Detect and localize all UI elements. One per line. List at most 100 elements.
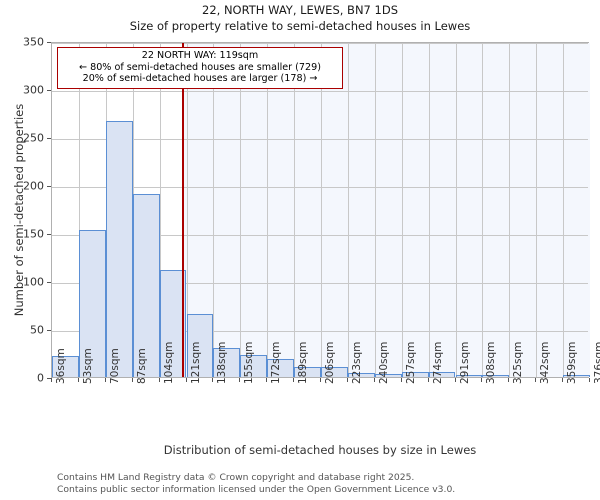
y-axis-tick-mark <box>47 330 51 331</box>
x-axis-tick-label: 172sqm <box>270 341 283 384</box>
x-axis-tick-label: 342sqm <box>539 341 552 384</box>
gridline-v <box>374 43 376 377</box>
x-axis-tick-mark <box>373 378 375 382</box>
gridline-v <box>267 43 269 377</box>
y-axis-tick-label: 200 <box>23 179 44 193</box>
footer-line-2: Contains public sector information licen… <box>57 483 456 495</box>
footer-line-1: Contains HM Land Registry data © Crown c… <box>57 472 415 483</box>
y-axis-tick-mark <box>47 42 51 43</box>
y-axis-tick-label: 150 <box>23 227 44 241</box>
x-axis-tick-label: 274sqm <box>431 341 444 384</box>
histogram-bar <box>186 313 214 377</box>
y-axis-tick-label: 50 <box>30 323 44 337</box>
property-size-marker-line <box>182 43 185 377</box>
larger-region-shading <box>183 43 590 377</box>
x-axis-tick-label: 138sqm <box>216 341 229 384</box>
histogram-bar <box>213 348 241 377</box>
gridline-v <box>536 43 538 377</box>
gridline-v <box>509 43 511 377</box>
x-axis-tick-mark <box>427 378 429 382</box>
y-axis-tick-label: 250 <box>23 131 44 145</box>
gridline-v <box>401 43 403 377</box>
gridline-v <box>213 43 215 377</box>
annotation-line-2: ← 80% of semi-detached houses are smalle… <box>79 61 321 73</box>
x-axis-tick-mark <box>293 378 295 382</box>
y-axis-tick-mark <box>47 234 51 235</box>
histogram-bar <box>428 372 456 377</box>
x-axis-tick-label: 240sqm <box>377 341 390 384</box>
x-axis-tick-label: 189sqm <box>297 341 310 384</box>
histogram-bar <box>563 375 590 377</box>
y-axis-tick-label: 300 <box>23 83 44 97</box>
histogram-bar <box>159 270 187 377</box>
x-axis-tick-label: 291sqm <box>458 341 471 384</box>
histogram-bar <box>347 373 375 377</box>
x-axis-tick-mark <box>562 378 564 382</box>
x-axis-tick-mark <box>346 378 348 382</box>
x-axis-tick-mark <box>508 378 510 382</box>
histogram-bar <box>374 374 402 377</box>
gridline-h <box>52 331 588 332</box>
y-axis-tick-label: 100 <box>23 275 44 289</box>
y-axis-tick-mark <box>47 90 51 91</box>
plot-area <box>51 42 590 378</box>
gridline-v <box>321 43 322 377</box>
x-axis-tick-label: 257sqm <box>404 341 417 384</box>
x-axis-tick-mark <box>212 378 214 382</box>
gridline-h <box>52 283 588 284</box>
x-axis-tick-mark <box>320 378 321 382</box>
y-axis-tick-mark <box>47 378 51 379</box>
y-axis-tick-label: 0 <box>37 371 44 385</box>
x-axis-tick-mark <box>454 378 456 382</box>
gridline-v <box>563 43 565 377</box>
x-axis-tick-label: 53sqm <box>81 348 94 384</box>
x-axis-tick-mark <box>77 378 79 382</box>
gridline-h <box>52 235 588 236</box>
x-axis-tick-mark <box>481 378 483 382</box>
x-axis-tick-label: 121sqm <box>189 341 202 384</box>
property-annotation-box: 22 NORTH WAY: 119sqm ← 80% of semi-detac… <box>57 47 343 90</box>
x-axis-tick-mark <box>400 378 402 382</box>
histogram-bar <box>105 120 133 377</box>
gridline-v <box>455 43 457 377</box>
gridline-v <box>240 43 242 377</box>
x-axis-label: Distribution of semi-detached houses by … <box>163 443 477 457</box>
x-axis-tick-label: 70sqm <box>108 348 121 384</box>
x-axis-tick-mark <box>131 378 133 382</box>
gridline-v <box>482 43 484 377</box>
x-axis-tick-label: 308sqm <box>485 341 498 384</box>
histogram-bar <box>267 358 295 377</box>
x-axis-tick-mark <box>51 378 52 382</box>
x-axis-tick-label: 359sqm <box>566 341 579 384</box>
histogram-bar <box>240 354 268 377</box>
x-axis-tick-mark <box>158 378 160 382</box>
histogram-bar <box>52 355 79 377</box>
page-title: 22, NORTH WAY, LEWES, BN7 1DS <box>202 3 398 17</box>
chart-subtitle: Size of property relative to semi-detach… <box>129 19 471 33</box>
x-axis-tick-mark <box>239 378 241 382</box>
gridline-h <box>52 187 588 188</box>
x-axis-tick-mark <box>185 378 187 382</box>
histogram-bar <box>401 372 429 377</box>
x-axis-tick-label: 87sqm <box>135 348 148 384</box>
histogram-bar <box>321 367 348 377</box>
x-axis-tick-mark <box>589 378 590 382</box>
y-axis-tick-mark <box>47 186 51 187</box>
histogram-bar <box>78 230 106 377</box>
y-axis-tick-mark <box>47 138 51 139</box>
gridline-v <box>428 43 430 377</box>
x-axis-tick-mark <box>535 378 537 382</box>
x-axis-tick-label: 36sqm <box>55 348 67 384</box>
x-axis-tick-mark <box>104 378 106 382</box>
histogram-bar <box>455 375 483 377</box>
x-axis-tick-label: 104sqm <box>162 341 175 384</box>
y-axis-tick-label: 350 <box>23 35 44 49</box>
x-axis-tick-label: 223sqm <box>350 341 363 384</box>
gridline-v <box>294 43 296 377</box>
histogram-bar <box>294 367 321 377</box>
gridline-h <box>52 43 588 44</box>
gridline-h <box>52 139 588 140</box>
histogram-bar <box>132 193 160 377</box>
x-axis-tick-label: 155sqm <box>243 341 256 384</box>
